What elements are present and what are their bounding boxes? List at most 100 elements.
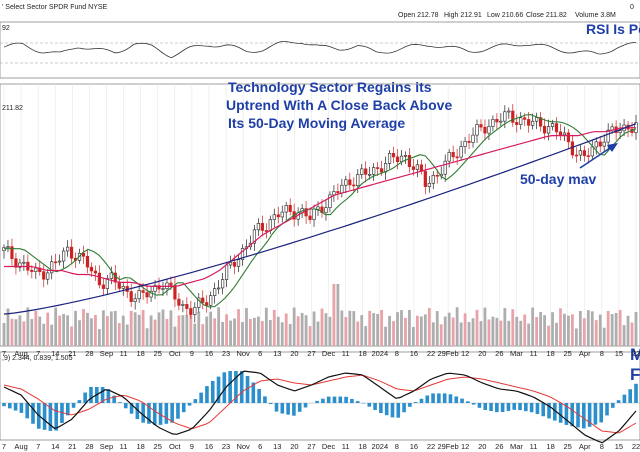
macd-histogram-bar [460, 398, 464, 403]
candle-body [46, 272, 50, 280]
macd-histogram-bar [518, 403, 522, 411]
candle-body [42, 271, 46, 280]
macd-histogram-bar [292, 403, 296, 416]
x-tick-label: 20 [290, 442, 298, 451]
macd-histogram-bar [181, 403, 186, 413]
volume-bar [392, 321, 395, 346]
x-tick-label: 15 [615, 349, 623, 358]
candle-body [415, 164, 419, 170]
svg-text:Close 211.82: Close 211.82 [526, 12, 567, 19]
candle-body [101, 284, 105, 289]
macd-histogram-bar [344, 396, 348, 403]
volume-bar [563, 313, 566, 346]
x-tick-label: 11 [530, 442, 538, 451]
macd-group [2, 370, 638, 444]
candle-body [483, 126, 487, 134]
fund-title: ' Select Sector SPDR Fund NYSE [2, 4, 108, 11]
candle-body [411, 166, 416, 170]
x-tick-label: Oct [169, 442, 182, 451]
volume-bar [571, 314, 574, 346]
candle-body [455, 156, 459, 159]
volume-bar [201, 324, 205, 346]
x-tick-label: 13 [273, 349, 281, 358]
volume-bar [177, 315, 181, 346]
macd-histogram-bar [31, 403, 35, 424]
rsi-annotation: RSI Is Po [586, 21, 640, 37]
volume-bar [380, 309, 384, 346]
candle-body [153, 285, 157, 292]
candle-body [260, 223, 264, 231]
candle-body [590, 146, 594, 157]
volume-bar [515, 316, 519, 346]
candle-body [137, 290, 141, 300]
volume-bar [479, 321, 483, 346]
macd-histogram-bar [2, 403, 6, 407]
macd-histogram-bar [373, 403, 377, 410]
volume-bar [169, 310, 173, 346]
x-tick-label: 22 [427, 349, 435, 358]
volume-bar [38, 316, 42, 346]
candle-body [499, 120, 503, 123]
candle-body [531, 120, 535, 126]
candle-body [157, 285, 161, 290]
volume-bar [523, 314, 527, 346]
x-tick-label: 16 [205, 349, 213, 358]
mav-annotation: 50-day mav [520, 171, 596, 187]
candle-body [602, 141, 606, 147]
candle-body [30, 269, 34, 272]
volume-bar [97, 329, 101, 346]
volume-bar [451, 317, 455, 346]
volume-bar [241, 322, 244, 346]
macd-histogram-bar [599, 403, 604, 423]
volume-bar [141, 310, 145, 346]
volume-bar [626, 315, 630, 346]
candle-body [372, 167, 376, 175]
x-tick-label: 15 [615, 442, 623, 451]
x-tick-label: 29Feb [437, 349, 458, 358]
candle-body [376, 167, 380, 169]
volume-bar [368, 310, 372, 346]
volume-bar [356, 321, 360, 346]
macd-histogram-bar [251, 382, 256, 403]
candle-body [336, 191, 340, 194]
candle-body [586, 155, 590, 157]
x-tick-label: 23 [222, 442, 230, 451]
rsi-value: 92 [2, 25, 10, 32]
candle-body [141, 290, 145, 293]
macd-annotation-m: M [630, 345, 640, 364]
macd-histogram-bar [564, 403, 569, 425]
candle-body [403, 155, 408, 157]
volume-bar [74, 310, 77, 346]
macd-histogram-bar [13, 403, 18, 411]
mav-arrow [579, 143, 618, 169]
macd-histogram-bar [19, 403, 24, 413]
candle-body [399, 155, 404, 162]
macd-histogram-bar [384, 403, 389, 416]
volume-bar [551, 312, 554, 346]
candle-body [558, 131, 563, 136]
svg-text:0: 0 [630, 4, 634, 11]
x-tick-label: 29Feb [437, 442, 458, 451]
volume-bar [133, 312, 137, 346]
candle-body [387, 153, 392, 164]
candle-body [423, 171, 427, 187]
macd-histogram-bar [390, 403, 395, 418]
x-tick-label: 7 [2, 442, 6, 451]
volume-bar [70, 326, 73, 346]
volume-bar [503, 308, 507, 346]
candle-body [503, 111, 507, 122]
volume-bar [280, 322, 284, 346]
candle-body [523, 117, 527, 120]
candle-body [85, 256, 90, 268]
moving-averages [3, 114, 637, 315]
candle-body [332, 191, 336, 196]
macd-histogram-bar [187, 403, 192, 406]
x-tick-label: 18 [359, 349, 367, 358]
volume-bar [78, 320, 81, 346]
macd-histogram-bar [477, 403, 482, 408]
volume-bar [539, 311, 543, 346]
volume-bar [427, 308, 431, 346]
macd-histogram-bar [587, 403, 592, 427]
volume-bar [547, 325, 550, 346]
candle-body [427, 182, 431, 187]
